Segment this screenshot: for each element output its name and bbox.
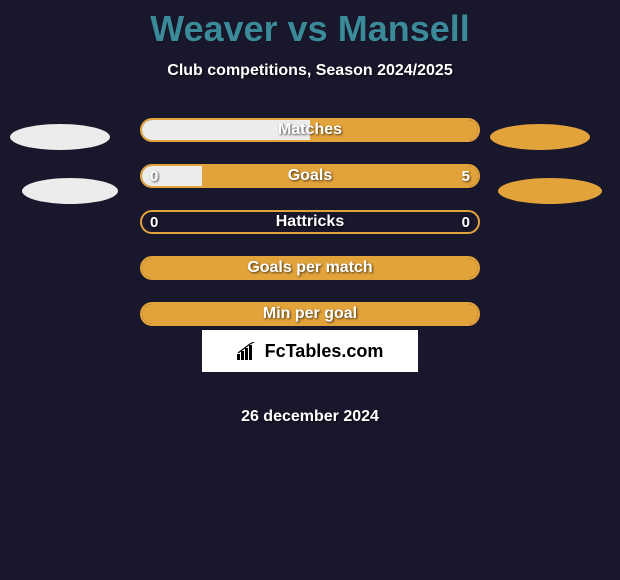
stat-bar <box>140 164 480 188</box>
stat-fill-left <box>142 120 310 140</box>
stat-bar <box>140 118 480 142</box>
source-logo: FcTables.com <box>202 330 418 372</box>
right-accent-ellipse-top <box>490 124 590 150</box>
left-accent-ellipse-mid <box>22 178 118 204</box>
right-accent-ellipse-mid <box>498 178 602 204</box>
chart-bars-icon <box>237 342 259 360</box>
stat-row: Min per goal <box>140 302 480 326</box>
stat-fill-left <box>142 166 202 186</box>
stat-row: Hattricks00 <box>140 210 480 234</box>
comparison-subtitle: Club competitions, Season 2024/2025 <box>0 62 620 80</box>
stat-bar <box>140 210 480 234</box>
stat-bar <box>140 256 480 280</box>
stat-row: Goals per match <box>140 256 480 280</box>
stat-fill-right <box>202 166 478 186</box>
stat-fill-left <box>142 258 478 278</box>
comparison-title: Weaver vs Mansell <box>0 0 620 50</box>
snapshot-date: 26 december 2024 <box>241 408 379 426</box>
stat-row: Goals05 <box>140 164 480 188</box>
left-accent-ellipse-top <box>10 124 110 150</box>
stat-fill-right <box>310 120 478 140</box>
stat-bar <box>140 302 480 326</box>
source-logo-text: FcTables.com <box>265 341 384 362</box>
stat-fill-left <box>142 304 478 324</box>
stat-row: Matches <box>140 118 480 142</box>
